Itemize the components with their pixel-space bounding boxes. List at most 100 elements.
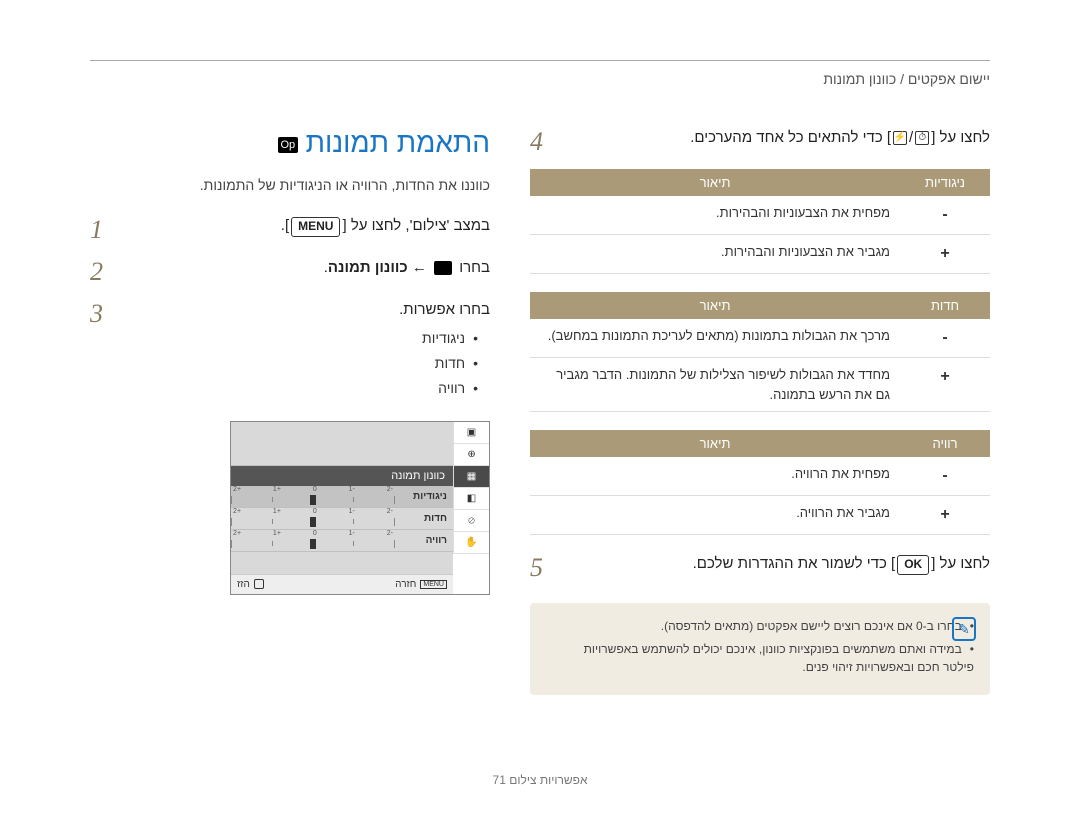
device-left-icons: ▣ ⊕ ▦ ◧ ⦸ ✋ bbox=[453, 422, 489, 594]
table-cell: מפחית את הרוויה. bbox=[530, 457, 900, 496]
slider-marker bbox=[310, 539, 316, 549]
device-main: כוונון תמונה ניגודיות -2 -1 0 +1 +2 bbox=[231, 422, 453, 594]
menu-key: MENU bbox=[291, 217, 340, 237]
table-header-row: חדות תיאור bbox=[530, 292, 990, 319]
table-saturation: רוויה תיאור - מפחית את הרוויה. + מגביר א… bbox=[530, 430, 990, 535]
device-icon-active: ▦ bbox=[453, 466, 489, 488]
table-row: + מחדד את הגבולות לשיפור הצלילות של התמו… bbox=[530, 358, 990, 412]
table-cell: מחדד את הגבולות לשיפור הצלילות של התמונו… bbox=[530, 358, 900, 412]
left-column: 4 לחצו על [⏱/⚡] כדי להתאים כל אחד מהערכי… bbox=[530, 127, 990, 695]
device-row-label: ניגודיות bbox=[395, 491, 453, 502]
table-cell: מגביר את הצבעוניות והבהירות. bbox=[530, 235, 900, 274]
device-slider: -2 -1 0 +1 +2 bbox=[231, 530, 395, 551]
device-row-label: רוויה bbox=[395, 535, 453, 546]
table-cell: מרכך את הגבולות בתמונות (מתאים לעריכת הת… bbox=[530, 319, 900, 358]
note-item: בחרו ב-0 אם אינכם רוצים ליישם אפקטים (מת… bbox=[580, 617, 974, 635]
table-sign: - bbox=[900, 196, 990, 235]
step-text: בחרו אפשרות. ניגודיות חדות רוויה bbox=[126, 299, 490, 403]
step-number: 1 bbox=[90, 215, 114, 245]
table-header-row: רוויה תיאור bbox=[530, 430, 990, 457]
table-row: + מגביר את הרוויה. bbox=[530, 496, 990, 535]
device-header: כוונון תמונה bbox=[231, 466, 453, 486]
device-icon: ▣ bbox=[453, 422, 489, 444]
note-icon: ✎ bbox=[952, 617, 976, 641]
device-icon: ◧ bbox=[453, 488, 489, 510]
note-list: בחרו ב-0 אם אינכם רוצים ליישם אפקטים (מת… bbox=[580, 617, 974, 676]
step-3: 3 בחרו אפשרות. ניגודיות חדות רוויה bbox=[90, 299, 490, 403]
table-sign: + bbox=[900, 358, 990, 412]
top-rule bbox=[90, 60, 990, 61]
timer-icon: ⏱ bbox=[915, 131, 929, 145]
title-text: התאמת תמונות bbox=[306, 127, 490, 158]
step-number: 3 bbox=[90, 299, 114, 329]
step-text: לחצו על [⏱/⚡] כדי להתאים כל אחד מהערכים. bbox=[566, 127, 990, 150]
step-text: במצב 'צילום', לחצו על [MENU]. bbox=[126, 215, 490, 238]
device-footer-back[interactable]: MENUחזרה bbox=[395, 579, 447, 590]
nav-icon bbox=[254, 579, 264, 589]
table-sharpness: חדות תיאור - מרכך את הגבולות בתמונות (מת… bbox=[530, 292, 990, 412]
table-header: חדות bbox=[900, 292, 990, 319]
ok-key: OK bbox=[897, 555, 929, 575]
bullet-item: חדות bbox=[126, 353, 490, 374]
camera-icon bbox=[434, 261, 452, 275]
slider-marker bbox=[310, 495, 316, 505]
table-contrast: ניגודיות תיאור - מפחית את הצבעוניות והבה… bbox=[530, 169, 990, 274]
table-header: תיאור bbox=[530, 430, 900, 457]
table-sign: - bbox=[900, 319, 990, 358]
device-footer-move[interactable]: הזז bbox=[237, 579, 264, 590]
page-footer: אפשרויות צילום 71 bbox=[0, 773, 1080, 787]
device-row-label: חדות bbox=[395, 513, 453, 524]
table-row: + מגביר את הצבעוניות והבהירות. bbox=[530, 235, 990, 274]
table-cell: מגביר את הרוויה. bbox=[530, 496, 900, 535]
device-body: ▣ ⊕ ▦ ◧ ⦸ ✋ כוונון תמונה ניגודיות bbox=[231, 422, 489, 594]
device-row-sharpness[interactable]: חדות -2 -1 0 +1 +2 bbox=[231, 508, 453, 530]
step-4: 4 לחצו על [⏱/⚡] כדי להתאים כל אחד מהערכי… bbox=[530, 127, 990, 157]
device-icon: ⦸ bbox=[453, 510, 489, 532]
device-spacer bbox=[231, 422, 453, 466]
right-column: התאמת תמונות Op כווננו את החדות, הרוויה … bbox=[90, 127, 490, 695]
device-spacer bbox=[231, 552, 453, 574]
step-1: 1 במצב 'צילום', לחצו על [MENU]. bbox=[90, 215, 490, 245]
table-header: ניגודיות bbox=[900, 169, 990, 196]
device-footer: MENUחזרה הזז bbox=[231, 574, 453, 594]
device-row-saturation[interactable]: רוויה -2 -1 0 +1 +2 bbox=[231, 530, 453, 552]
page-root: יישום אפקטים / כוונון תמונות התאמת תמונו… bbox=[0, 0, 1080, 815]
page-title: התאמת תמונות Op bbox=[90, 127, 490, 159]
device-row-contrast[interactable]: ניגודיות -2 -1 0 +1 +2 bbox=[231, 486, 453, 508]
table-header: תיאור bbox=[530, 292, 900, 319]
table-header: תיאור bbox=[530, 169, 900, 196]
step-number: 5 bbox=[530, 553, 554, 583]
table-row: - מפחית את הרוויה. bbox=[530, 457, 990, 496]
table-sign: + bbox=[900, 235, 990, 274]
device-icon: ⊕ bbox=[453, 444, 489, 466]
table-row: - מרכך את הגבולות בתמונות (מתאים לעריכת … bbox=[530, 319, 990, 358]
columns: התאמת תמונות Op כווננו את החדות, הרוויה … bbox=[90, 127, 990, 695]
step-number: 2 bbox=[90, 257, 114, 287]
device-icon: ✋ bbox=[453, 532, 489, 554]
step-2: 2 בחרו ← כוונון תמונה. bbox=[90, 257, 490, 287]
bullet-item: רוויה bbox=[126, 378, 490, 399]
table-sign: - bbox=[900, 457, 990, 496]
table-header: רוויה bbox=[900, 430, 990, 457]
device-screenshot: ▣ ⊕ ▦ ◧ ⦸ ✋ כוונון תמונה ניגודיות bbox=[230, 421, 490, 595]
bullet-item: ניגודיות bbox=[126, 328, 490, 349]
table-row: - מפחית את הצבעוניות והבהירות. bbox=[530, 196, 990, 235]
device-slider: -2 -1 0 +1 +2 bbox=[231, 486, 395, 507]
step-text: בחרו ← כוונון תמונה. bbox=[126, 257, 490, 280]
camera-mode-icon: Op bbox=[278, 137, 298, 153]
table-header-row: ניגודיות תיאור bbox=[530, 169, 990, 196]
slider-marker bbox=[310, 517, 316, 527]
device-slider: -2 -1 0 +1 +2 bbox=[231, 508, 395, 529]
step-5: 5 לחצו על [OK] כדי לשמור את ההגדרות שלכם… bbox=[530, 553, 990, 583]
subtitle-text: כווננו את החדות, הרוויה או הניגודיות של … bbox=[90, 177, 490, 193]
note-box: ✎ בחרו ב-0 אם אינכם רוצים ליישם אפקטים (… bbox=[530, 603, 990, 695]
step-number: 4 bbox=[530, 127, 554, 157]
breadcrumb: יישום אפקטים / כוונון תמונות bbox=[90, 71, 990, 87]
note-item: במידה ואתם משתמשים בפונקציות כוונון, אינ… bbox=[580, 640, 974, 676]
step-text: לחצו על [OK] כדי לשמור את ההגדרות שלכם. bbox=[566, 553, 990, 576]
table-sign: + bbox=[900, 496, 990, 535]
option-bullets: ניגודיות חדות רוויה bbox=[126, 328, 490, 399]
table-cell: מפחית את הצבעוניות והבהירות. bbox=[530, 196, 900, 235]
flash-icon: ⚡ bbox=[893, 131, 907, 145]
menu-icon: MENU bbox=[420, 580, 447, 589]
